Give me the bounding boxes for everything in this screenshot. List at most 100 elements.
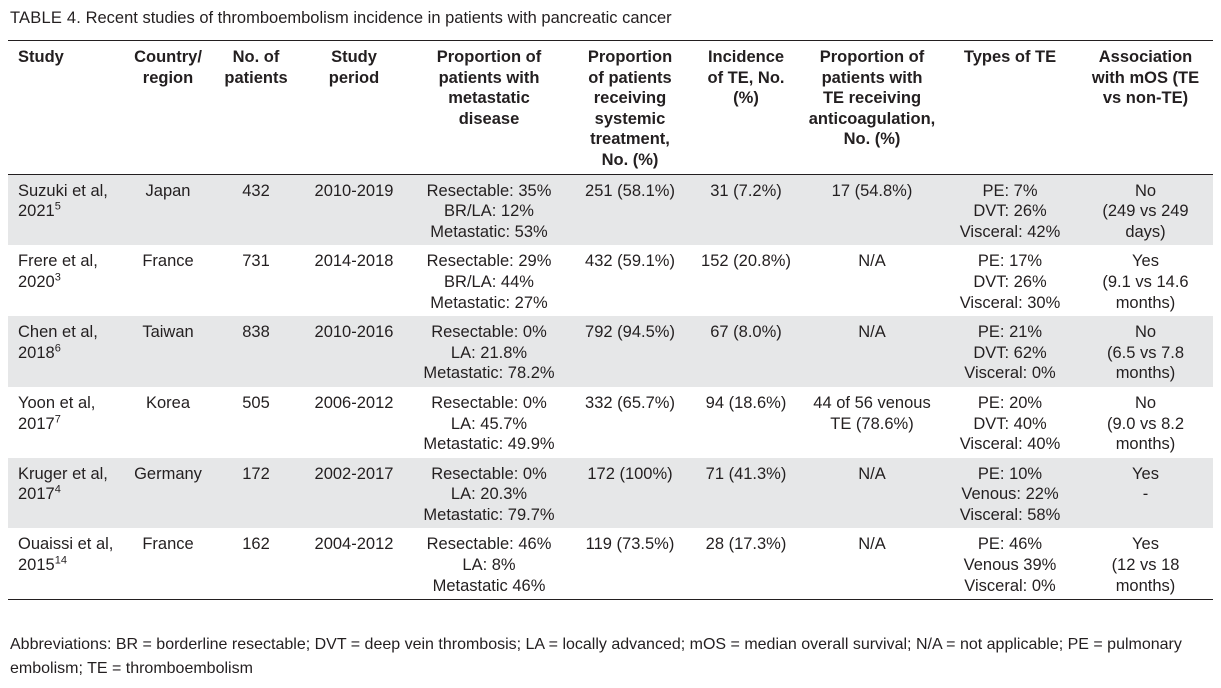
cell-line: 2006-2012 <box>314 393 394 412</box>
header-line: Country/ <box>134 48 202 66</box>
table-body: Suzuki et al, 20215 Japan 432 2010-2019 Resec… <box>8 174 1213 600</box>
cell-line: Resectable: 29% <box>426 252 552 271</box>
table-row: Kruger et al, 20174 Germany 172 2002-2017 Res… <box>8 457 1213 529</box>
cell-line: No <box>1134 323 1157 342</box>
cell-study: Chen et al, 20186 <box>8 316 124 387</box>
cell-period: 2010-2016 <box>300 316 408 387</box>
cell-line: Yoon et al, <box>18 393 96 412</box>
cell-line: Visceral: 0% <box>964 364 1056 383</box>
cell-line: 731 <box>242 252 270 271</box>
header-line: of TE, No. <box>707 68 785 87</box>
cell-anticoag: N/A <box>802 528 942 599</box>
cell-line: 17 (54.8%) <box>831 181 913 200</box>
cell-line: 20215 <box>18 200 61 221</box>
cell-line: 2010-2016 <box>314 323 394 342</box>
cell-line: 251 (58.1%) <box>585 181 675 200</box>
header-country: Country/region <box>124 41 212 175</box>
cell-line: (9.0 vs 8.2 <box>1106 414 1185 433</box>
cell-patients: 731 <box>212 245 300 316</box>
cell-patients: 162 <box>212 528 300 599</box>
header-line: No. of <box>232 48 280 66</box>
cell-line: Resectable: 0% <box>431 464 547 483</box>
header-line: Proportion of <box>819 48 925 66</box>
cell-line: PE: 46% <box>977 535 1043 554</box>
cell-country: France <box>124 528 212 599</box>
cell-line: Metastatic: 53% <box>430 222 548 241</box>
cell-study: Ouaissi et al, 201514 <box>8 528 124 599</box>
cell-line: Suzuki et al, <box>18 181 108 200</box>
table-header: Study Country/region No. of patients Study pe… <box>8 40 1213 175</box>
cell-line: Visceral: 30% <box>959 293 1061 312</box>
cell-metastatic: Resectable: 46% LA: 8% Metastatic 46% <box>408 528 570 599</box>
cell-country: Germany <box>124 458 212 529</box>
cell-line: No <box>1134 393 1157 412</box>
cell-country: France <box>124 245 212 316</box>
cell-period: 2010-2019 <box>300 174 408 245</box>
header-line: patients with <box>438 68 540 87</box>
cell-anticoag: N/A <box>802 245 942 316</box>
cell-line: BR/LA: 44% <box>444 272 534 291</box>
cell-systemic: 119 (73.5%) <box>570 528 690 599</box>
header-metastatic: Proportion of patients with metastatic dise… <box>408 41 570 175</box>
header-line: TE receiving <box>822 89 922 108</box>
reference-superscript: 6 <box>54 342 61 355</box>
reference-superscript: 3 <box>54 271 61 284</box>
cell-line: Yes <box>1132 464 1159 483</box>
cell-types: PE: 17% DVT: 26% Visceral: 30% <box>942 245 1078 316</box>
cell-line: Germany <box>134 464 202 483</box>
cell-line: - <box>1142 485 1149 504</box>
reference-superscript: 14 <box>54 554 67 567</box>
cell-line: DVT: 40% <box>973 414 1047 433</box>
cell-line: 20174 <box>18 483 61 504</box>
cell-line: 162 <box>242 535 270 554</box>
header-patients: No. of patients <box>212 41 300 175</box>
cell-line: Ouaissi et al, <box>18 535 114 554</box>
cell-line: Venous: 22% <box>961 485 1059 504</box>
header-line: with mOS (TE <box>1091 68 1200 87</box>
cell-incidence: 28 (17.3%) <box>690 528 802 599</box>
cell-line: Resectable: 46% <box>426 535 552 554</box>
cell-line: No <box>1134 181 1157 200</box>
cell-line: 172 (100%) <box>587 464 673 483</box>
cell-line: N/A <box>858 464 886 483</box>
header-line: Study <box>18 48 64 66</box>
header-row: Study Country/region No. of patients Study pe… <box>8 40 1213 175</box>
cell-study: Yoon et al, 20177 <box>8 387 124 458</box>
cell-line: Metastatic: 78.2% <box>423 364 555 383</box>
cell-line: 67 (8.0%) <box>710 323 782 342</box>
cell-line: BR/LA: 12% <box>444 202 534 221</box>
cell-systemic: 792 (94.5%) <box>570 316 690 387</box>
cell-line: DVT: 26% <box>973 272 1047 291</box>
cell-metastatic: Resectable: 0% LA: 20.3% Metastatic: 79.7% <box>408 458 570 529</box>
cell-line: (249 vs 249 <box>1102 202 1189 221</box>
cell-line: Yes <box>1132 252 1159 271</box>
header-line: Incidence <box>707 48 785 66</box>
cell-study: Kruger et al, 20174 <box>8 458 124 529</box>
cell-country: Korea <box>124 387 212 458</box>
cell-patients: 505 <box>212 387 300 458</box>
cell-line: 20177 <box>18 413 61 433</box>
reference-superscript: 7 <box>54 413 61 425</box>
cell-mos: No (6.5 vs 7.8 months) <box>1078 316 1213 387</box>
header-line: No. (%) <box>601 150 659 169</box>
header-line: region <box>142 68 194 87</box>
cell-line: Metastatic: 79.7% <box>423 505 555 524</box>
cell-patients: 432 <box>212 174 300 245</box>
cell-period: 2002-2017 <box>300 458 408 529</box>
cell-line: Japan <box>145 181 191 200</box>
cell-metastatic: Resectable: 29% BR/LA: 44% Metastatic: 27% <box>408 245 570 316</box>
cell-line: TE (78.6%) <box>830 414 914 433</box>
cell-study: Frere et al, 20203 <box>8 245 124 316</box>
cell-line: 71 (41.3%) <box>705 464 787 483</box>
header-line: disease <box>458 109 520 128</box>
header-line: Proportion <box>587 48 673 66</box>
cell-incidence: 71 (41.3%) <box>690 458 802 529</box>
cell-country: Japan <box>124 174 212 245</box>
header-line: anticoagulation, <box>808 109 936 128</box>
cell-line: 432 (59.1%) <box>585 252 675 271</box>
cell-patients: 838 <box>212 316 300 387</box>
cell-line: Visceral: 58% <box>959 505 1061 524</box>
cell-line: PE: 17% <box>977 252 1043 271</box>
cell-line: PE: 21% <box>977 323 1043 342</box>
